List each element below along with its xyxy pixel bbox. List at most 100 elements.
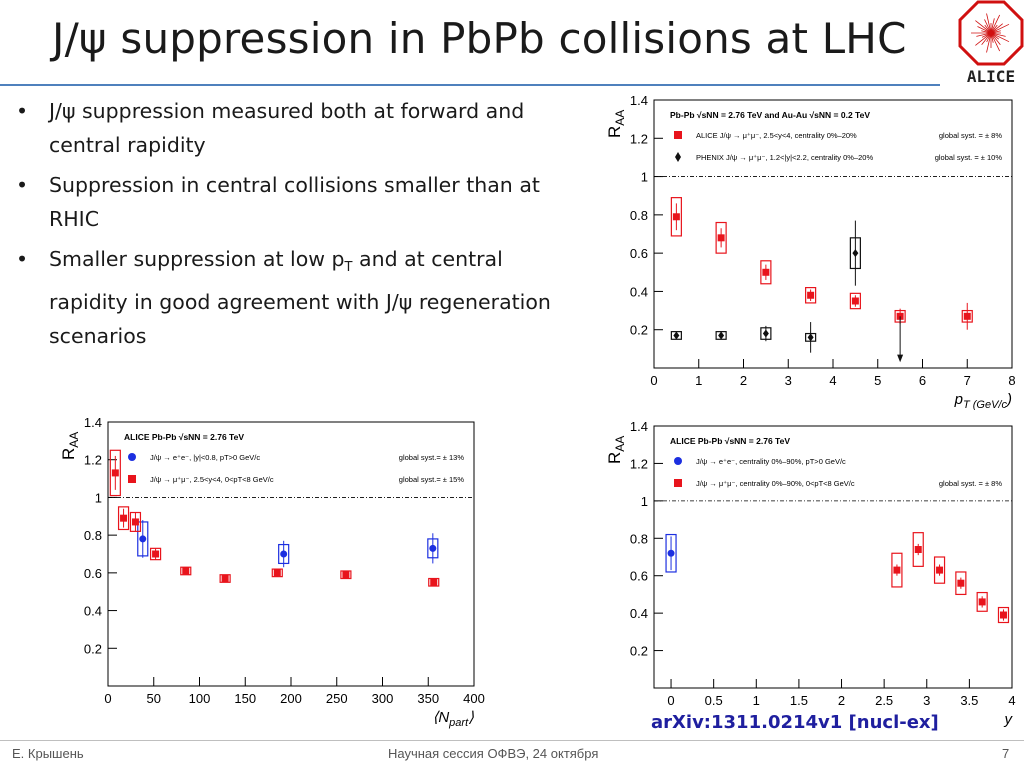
data-point [342, 571, 350, 579]
data-point [120, 514, 128, 522]
footer-divider [0, 740, 1024, 741]
x-tick-label: 350 [417, 691, 439, 706]
plot-frame [653, 425, 1013, 689]
syst-box [891, 552, 903, 588]
data-point [673, 331, 680, 340]
y-tick-label: 0.2 [630, 323, 648, 338]
syst-box [933, 556, 946, 584]
plot-frame [107, 421, 475, 687]
plot-header: Pb-Pb √sNN = 2.76 TeV and Au-Au √sNN = 0… [670, 110, 870, 120]
y-tick-label: 1.4 [630, 419, 648, 434]
page-number: 7 [1002, 746, 1010, 761]
x-tick-label: 0 [650, 373, 657, 388]
x-tick-label: 7 [964, 373, 971, 388]
data-point [430, 578, 438, 586]
legend-label: J/ψ → e⁺e⁻, centrality 0%–90%, pT>0 GeV/… [696, 457, 846, 466]
raa-vs-rapidity-plot: 0.2 0.4 0.6 0.8 1 1.2 1.4 0 0.5 1 1.5 2 2.5 3 3.5 4 RAA y… [592, 412, 1024, 732]
syst-box [805, 287, 817, 304]
upper-limit-arrowhead [897, 354, 904, 363]
x-tick-label: 3 [785, 373, 792, 388]
data-point [672, 213, 680, 221]
data-point [807, 333, 814, 342]
data-point [139, 535, 147, 543]
data-point [762, 268, 770, 276]
syst-box [955, 571, 967, 596]
syst-box [117, 506, 130, 531]
syst-box [665, 533, 677, 573]
x-axis-label: pT (GeV/c) [954, 391, 1012, 410]
legend-syst: global syst.= ± 13% [399, 453, 465, 462]
bullet-item: J/ψ suppression measured both at forward… [16, 94, 576, 162]
y-tick-label: 0.2 [84, 641, 102, 656]
y-tick-label: 1.2 [630, 131, 648, 146]
x-tick-label: 50 [147, 691, 161, 706]
bullet-item: Smaller suppression at low pT and at cen… [16, 242, 576, 353]
x-tick-label: 3.5 [960, 693, 978, 708]
syst-box [997, 606, 1010, 624]
data-point [152, 550, 160, 558]
syst-box [912, 532, 924, 567]
y-tick-label: 0.8 [630, 208, 648, 223]
x-tick-label: 300 [372, 691, 394, 706]
legend-syst: global syst. = ± 10% [935, 153, 1003, 162]
x-tick-label: 2 [838, 693, 845, 708]
data-point [963, 312, 971, 320]
data-point [936, 566, 944, 574]
y-tick-label: 1.4 [630, 93, 648, 108]
x-tick-label: 1 [753, 693, 760, 708]
y-axis-label: RAA [605, 436, 627, 464]
data-point [852, 249, 859, 258]
x-tick-label: 400 [463, 691, 485, 706]
legend-marker [674, 131, 682, 139]
data-point [807, 291, 815, 299]
syst-box [760, 260, 772, 285]
x-axis-label: ⟨Npart⟩ [432, 709, 474, 729]
legend-syst: global syst.= ± 15% [399, 475, 465, 484]
data-point [978, 598, 986, 606]
arxiv-citation[interactable]: arXiv:1311.0214v1 [nucl-ex] [651, 712, 939, 733]
legend-label: J/ψ → e⁺e⁻, |y|<0.8, pT>0 GeV/c [150, 453, 260, 462]
legend-marker [675, 152, 681, 162]
plot-header: ALICE Pb-Pb √sNN = 2.76 TeV [124, 432, 244, 442]
legend-marker [674, 457, 682, 465]
y-tick-label: 1.2 [84, 453, 102, 468]
data-point [893, 566, 901, 574]
x-tick-label: 0 [667, 693, 674, 708]
data-point [896, 312, 904, 320]
alice-logo: ALICE [958, 0, 1024, 88]
x-tick-label: 0.5 [705, 693, 723, 708]
x-tick-label: 100 [189, 691, 211, 706]
logo-label: ALICE [967, 67, 1015, 86]
x-tick-label: 2 [740, 373, 747, 388]
legend-label: ALICE J/ψ → μ⁺μ⁻, 2.5<y<4, centrality 0%… [696, 131, 857, 140]
footer-author: Е. Крышень [12, 746, 84, 761]
data-point [851, 297, 859, 305]
syst-box [109, 449, 121, 497]
data-point [914, 546, 922, 554]
x-tick-label: 5 [874, 373, 881, 388]
data-point [762, 329, 769, 338]
legend-marker [128, 453, 136, 461]
legend-marker [128, 475, 136, 483]
data-point [717, 234, 725, 242]
x-tick-label: 150 [234, 691, 256, 706]
y-tick-label: 0.6 [630, 246, 648, 261]
data-point [131, 518, 139, 526]
legend-syst: global syst. = ± 8% [939, 131, 1002, 140]
y-tick-label: 1 [95, 490, 102, 505]
legend-label: J/ψ → μ⁺μ⁻, 2.5<y<4, 0<pT<8 GeV/c [150, 475, 274, 484]
y-tick-label: 0.4 [84, 604, 102, 619]
slide-title: J/ψ suppression in PbPb collisions at LH… [52, 14, 907, 63]
x-tick-label: 4 [829, 373, 836, 388]
legend-label: J/ψ → μ⁺μ⁻, centrality 0%–90%, 0<pT<8 Ge… [696, 479, 855, 488]
data-point [999, 611, 1007, 619]
y-tick-label: 0.2 [630, 644, 648, 659]
y-axis-label: RAA [605, 110, 627, 138]
data-point [667, 549, 675, 557]
syst-box [976, 591, 988, 612]
y-tick-label: 0.4 [630, 284, 648, 299]
legend-label: PHENIX J/ψ → μ⁺μ⁻, 1.2<|y|<2.2, centrali… [696, 153, 873, 162]
x-tick-label: 2.5 [875, 693, 893, 708]
y-tick-label: 0.8 [630, 531, 648, 546]
x-tick-label: 3 [923, 693, 930, 708]
